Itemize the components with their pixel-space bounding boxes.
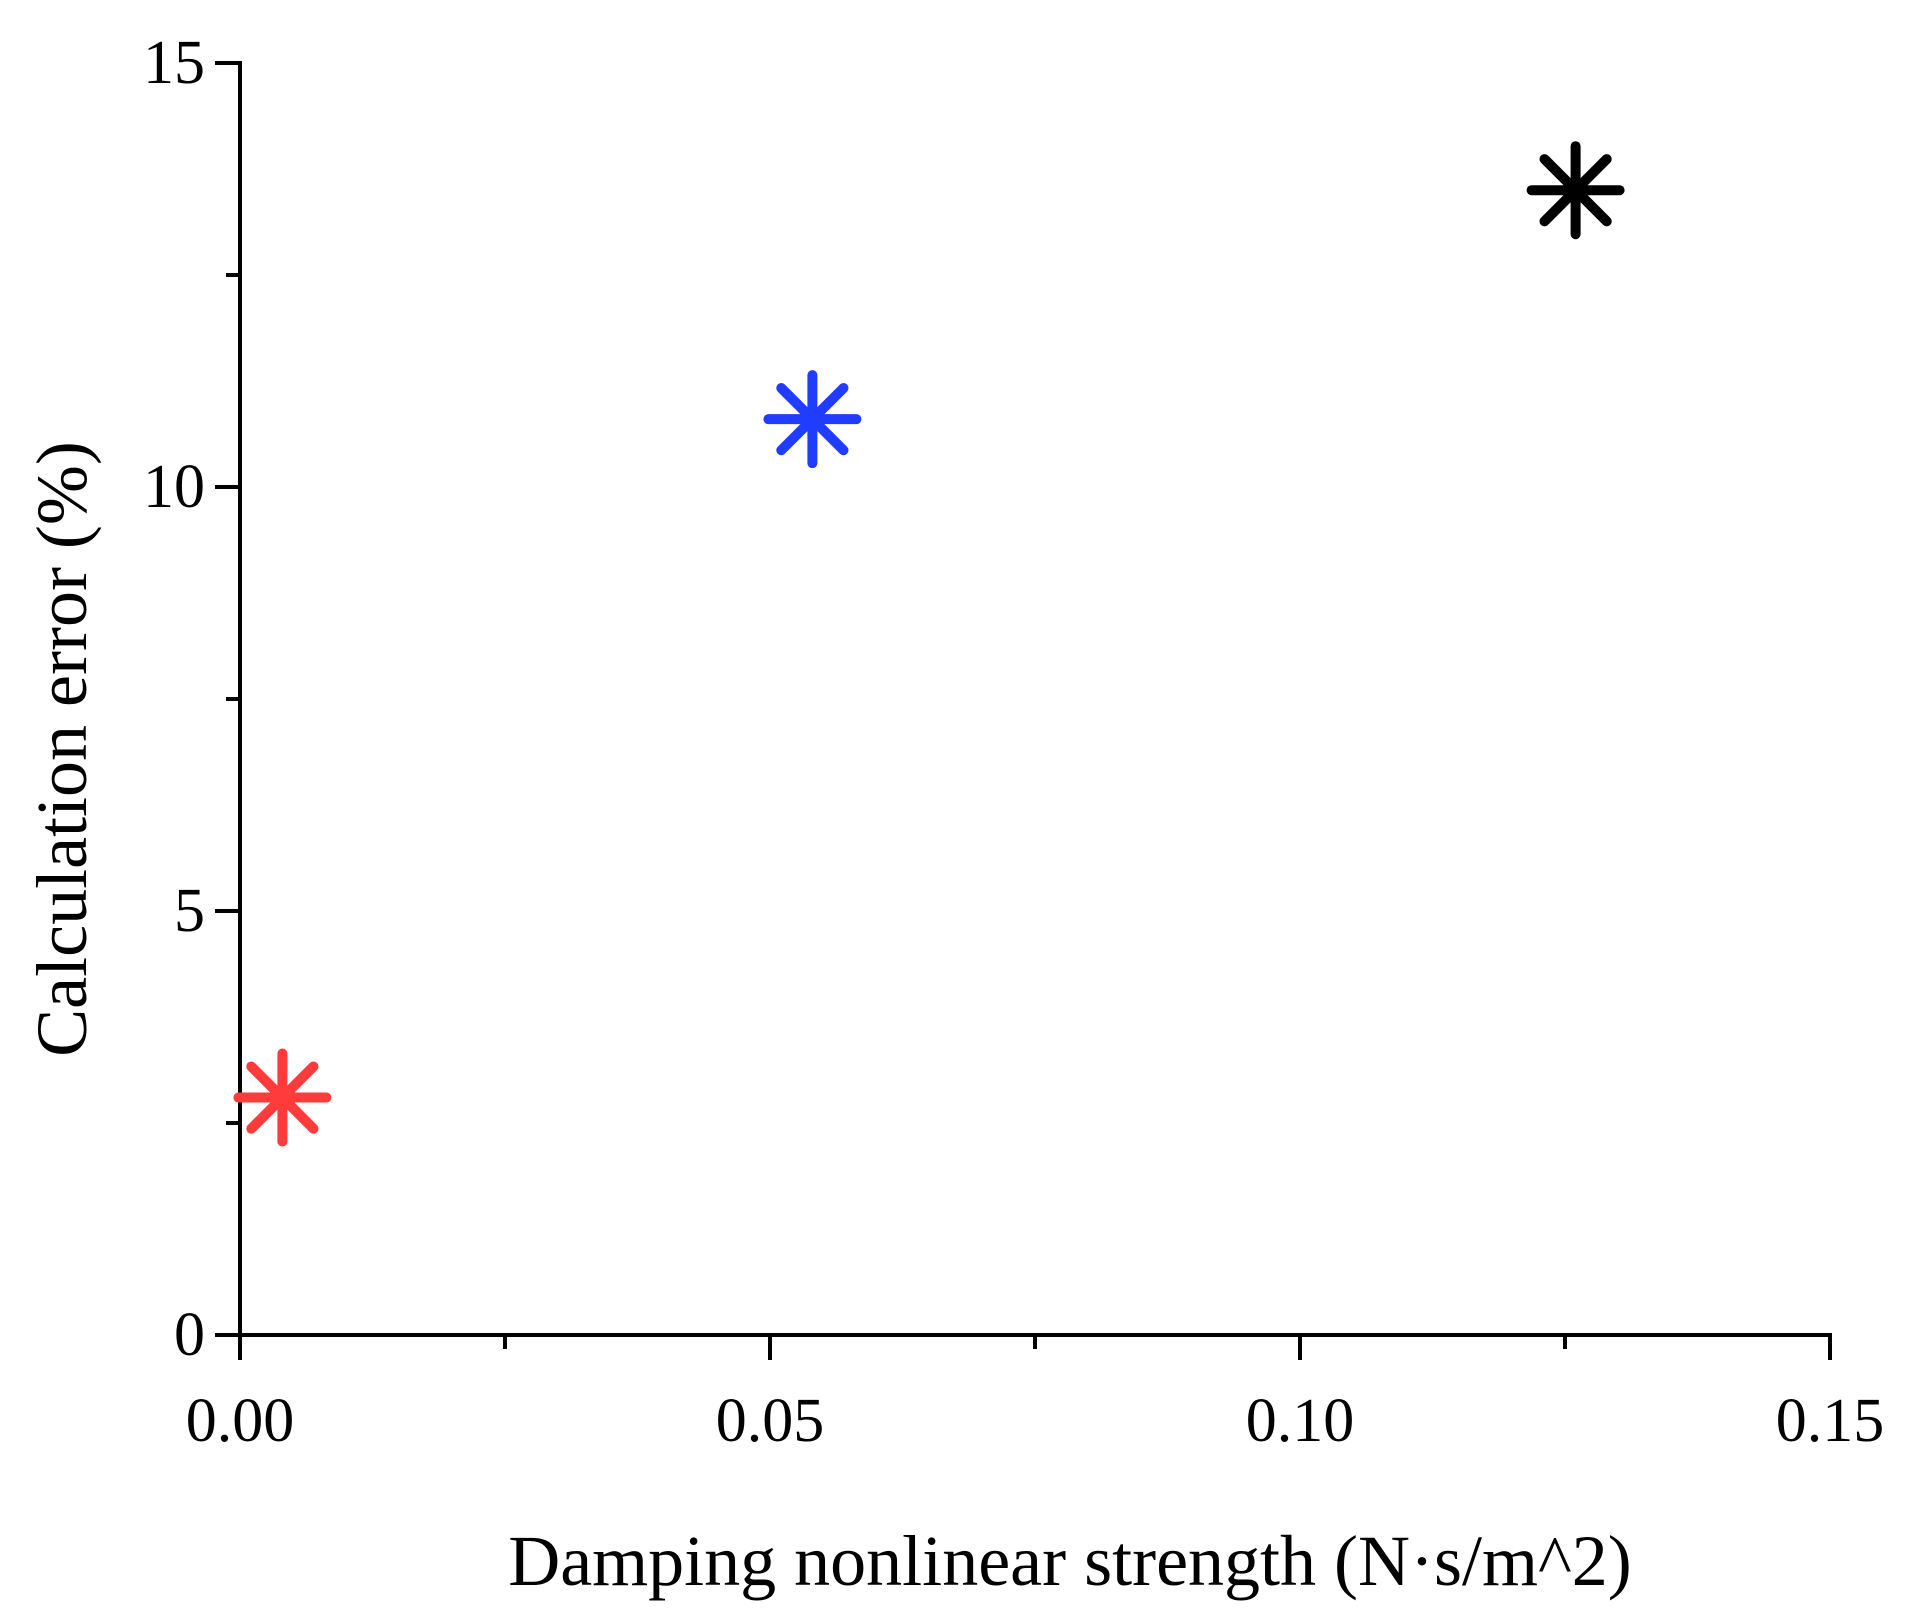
y-tick-label: 5	[174, 877, 205, 945]
x-tick-label: 0.10	[1246, 1387, 1355, 1455]
asterisk-stroke	[246, 1061, 319, 1134]
y-axis-title: Calculation error (%)	[22, 441, 102, 1057]
data-point	[233, 1048, 332, 1147]
asterisk-stroke	[776, 383, 849, 456]
data-point	[1526, 141, 1625, 240]
x-tick-label: 0.00	[186, 1387, 295, 1455]
x-tick-label: 0.15	[1776, 1387, 1885, 1455]
data-point	[763, 370, 862, 469]
data-markers	[233, 141, 1625, 1147]
asterisk-stroke	[1539, 154, 1612, 227]
x-tick-label: 0.05	[716, 1387, 825, 1455]
y-tick-label: 15	[143, 29, 205, 97]
y-axis-ticks: 0 5 10 15	[143, 29, 240, 1369]
y-tick-label: 10	[143, 453, 205, 521]
y-tick-label: 0	[174, 1301, 205, 1369]
x-axis-title: Damping nonlinear strength (N·s/m^2)	[508, 1521, 1632, 1601]
x-axis-ticks: 0.00 0.05 0.10 0.15	[186, 1335, 1885, 1455]
